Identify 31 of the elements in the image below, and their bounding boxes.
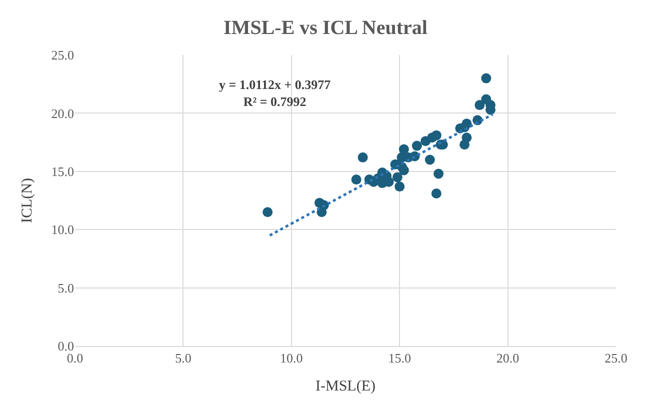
point [392, 172, 402, 182]
point [358, 152, 368, 162]
point [431, 130, 442, 140]
point [262, 207, 273, 218]
point [394, 182, 405, 192]
point [398, 165, 409, 176]
y-tick-label: 5.0 [58, 280, 74, 296]
point [474, 100, 485, 110]
x-tick-label: 5.0 [175, 350, 192, 366]
point [481, 73, 492, 84]
point [434, 168, 444, 179]
y-tick-label: 0.0 [58, 338, 74, 354]
x-tick-label: 10.0 [280, 350, 303, 366]
point [412, 140, 422, 151]
point [424, 154, 435, 165]
y-tick-label: 25.0 [51, 48, 74, 63]
y-tick-label: 15.0 [51, 164, 74, 179]
y-tick-label: 20.0 [51, 106, 74, 121]
x-tick-label: 15.0 [388, 350, 411, 366]
y-axis-title: ICL(N) [20, 178, 36, 223]
y-tick-label: 10.0 [51, 222, 74, 238]
point [351, 174, 362, 185]
x-axis-title: I-MSL(E) [316, 378, 376, 395]
x-tick-label: 25.0 [604, 350, 628, 366]
point [460, 140, 470, 150]
annotation: y = 1.0112x + 0.3977 R² = 0.7992 [219, 77, 332, 109]
point [398, 144, 409, 154]
point [316, 207, 327, 218]
point [431, 188, 442, 199]
chart-title: IMSL-E vs ICL Neutral [224, 17, 428, 40]
x-tick-label: 20.0 [496, 350, 520, 366]
